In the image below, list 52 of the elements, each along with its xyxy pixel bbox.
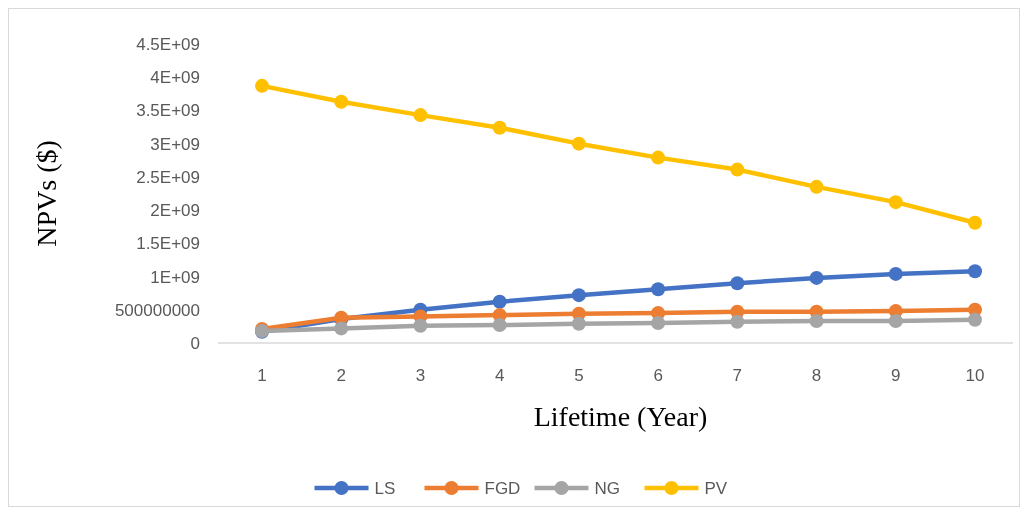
- x-tick-label: 8: [811, 365, 822, 385]
- y-tick-label: 2.5E+09: [136, 167, 200, 187]
- legend-label: NG: [594, 478, 620, 498]
- point: [255, 78, 269, 93]
- y-tick-label: 1.5E+09: [136, 234, 200, 254]
- y-tick-label: 4E+09: [150, 68, 200, 88]
- x-tick-label: 9: [891, 365, 901, 385]
- y-tick-label: 0: [190, 333, 200, 353]
- point: [413, 318, 428, 333]
- x-tick-label: 3: [415, 365, 426, 385]
- point: [888, 266, 903, 281]
- point: [571, 316, 586, 331]
- point: [888, 314, 903, 329]
- point: [968, 312, 982, 327]
- y-tick-label: 4.5E+09: [136, 34, 200, 54]
- point: [968, 264, 982, 279]
- point: [492, 294, 507, 309]
- point: [730, 314, 745, 329]
- point: [968, 215, 982, 230]
- x-tick-label: 7: [732, 365, 743, 385]
- x-tick-label: 2: [336, 365, 346, 385]
- point: [334, 321, 349, 336]
- legend-label: LS: [374, 478, 396, 498]
- point: [888, 195, 903, 210]
- point: [571, 288, 586, 303]
- point: [809, 314, 824, 329]
- point: [651, 150, 666, 165]
- x-tick-label: 6: [653, 365, 663, 385]
- point: [730, 162, 745, 177]
- x-tick-label: 10: [965, 365, 985, 385]
- x-tick-label: 5: [574, 365, 584, 385]
- point: [334, 94, 349, 109]
- legend-label: FGD: [484, 478, 521, 498]
- x-axis-title: Lifetime (Year): [533, 401, 708, 432]
- x-tick-label: 1: [257, 365, 267, 385]
- y-tick-label: 1E+09: [150, 267, 200, 287]
- point: [492, 120, 507, 135]
- y-tick-label: 3.5E+09: [136, 101, 200, 121]
- point: [809, 179, 824, 194]
- y-tick-label: 2E+09: [150, 201, 200, 221]
- point: [809, 270, 824, 285]
- x-tick-label: 4: [494, 365, 505, 385]
- point: [571, 136, 586, 151]
- y-tick-label: 500000000: [114, 300, 200, 320]
- point: [651, 316, 666, 331]
- point: [492, 318, 507, 333]
- y-axis-title: NPVs ($): [31, 140, 62, 247]
- point: [730, 276, 745, 291]
- legend-label: PV: [704, 478, 728, 498]
- point: [651, 282, 666, 297]
- point: [413, 108, 428, 123]
- y-tick-label: 3E+09: [150, 134, 200, 154]
